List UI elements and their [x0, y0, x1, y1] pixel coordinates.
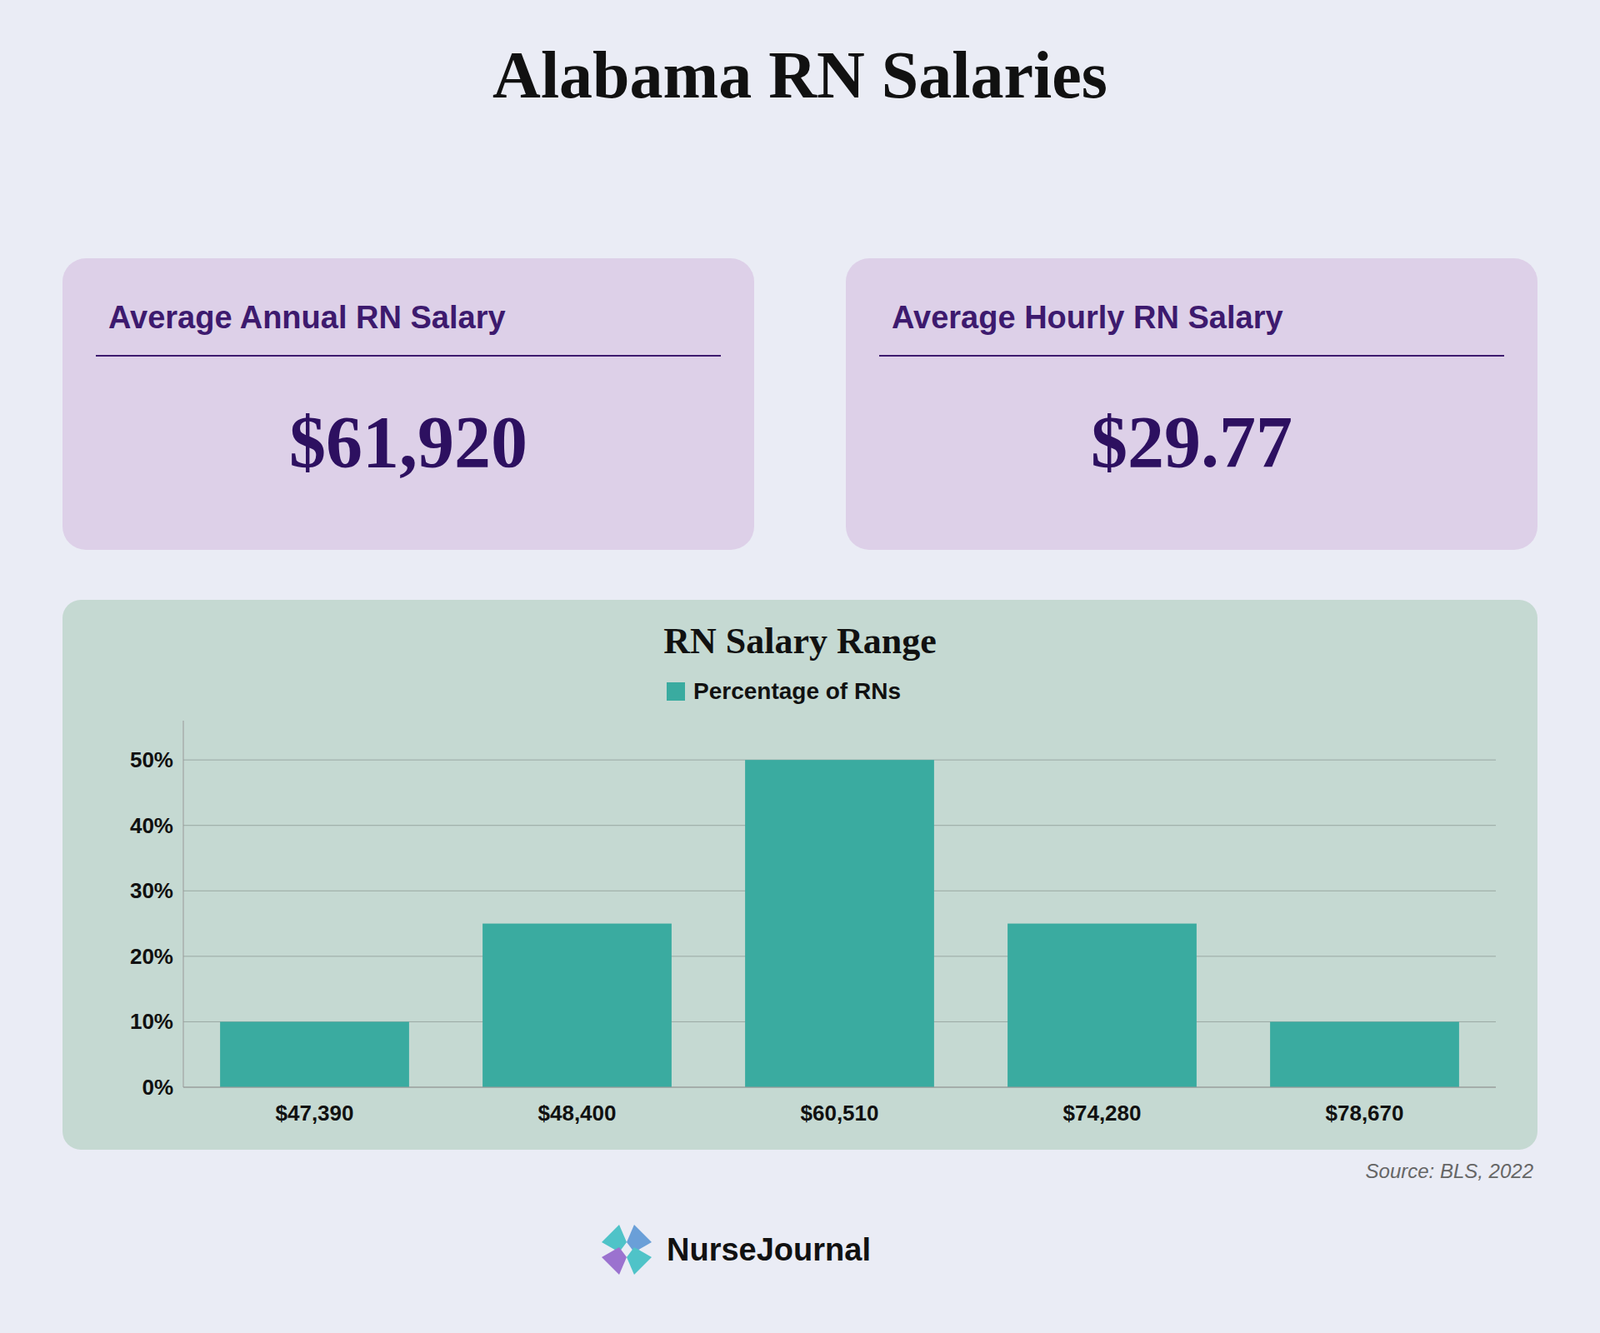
y-tick-label: 0% [141, 1075, 174, 1100]
grid [183, 760, 1496, 1088]
y-tick-label: 10% [130, 1009, 174, 1035]
x-tick-label: $47,390 [275, 1100, 355, 1126]
legend-swatch [666, 682, 685, 701]
card-value: $29.77 [845, 400, 1538, 485]
brand-icon-part [601, 1225, 627, 1253]
bars [220, 760, 1460, 1088]
bar [745, 760, 935, 1088]
y-tick-label: 40% [130, 813, 174, 839]
card-rule [879, 355, 1505, 357]
legend-label: Percentage of RNs [693, 678, 901, 705]
info-card: Average Hourly RN Salary $29.77 [845, 258, 1538, 550]
brand-icon [600, 1223, 654, 1277]
y-axis-line [183, 720, 185, 1088]
card-label: Average Annual RN Salary [108, 300, 506, 336]
bar [482, 924, 672, 1088]
y-tick-label: 50% [130, 747, 174, 773]
grid-line [183, 1087, 1496, 1089]
x-axis-line [183, 1086, 1496, 1088]
x-tick-label: $74,280 [1063, 1100, 1142, 1126]
chart-box: RN Salary Range Percentage of RNs 0% 10% 20%… [62, 600, 1538, 1150]
brand-icon-part [626, 1247, 652, 1275]
info-card: Average Annual RN Salary $61,920 [62, 258, 755, 550]
x-tick-label: $48,400 [538, 1100, 617, 1126]
source-note: Source: BLS, 2022 [1365, 1160, 1534, 1184]
legend: Percentage of RNs [666, 678, 901, 705]
chart: RN Salary Range Percentage of RNs 0% 10% 20%… [62, 600, 1538, 1150]
page-title: Alabama RN Salaries [0, 37, 1600, 114]
bar [220, 1021, 410, 1088]
bar [1007, 924, 1197, 1088]
y-tick-label: 30% [130, 878, 174, 904]
x-tick-label: $78,670 [1325, 1100, 1405, 1126]
bar [1270, 1021, 1460, 1088]
x-tick-label: $60,510 [800, 1100, 880, 1126]
y-tick-label: 20% [130, 944, 174, 970]
brand-icon-part [601, 1247, 627, 1275]
brand-text: NurseJournal [666, 1232, 871, 1269]
card-rule [95, 355, 721, 357]
chart-title: RN Salary Range [663, 620, 937, 662]
brand: NurseJournal [600, 1216, 871, 1284]
card-value: $61,920 [62, 400, 755, 485]
brand-icon-part [626, 1225, 652, 1253]
card-label: Average Hourly RN Salary [891, 300, 1284, 336]
